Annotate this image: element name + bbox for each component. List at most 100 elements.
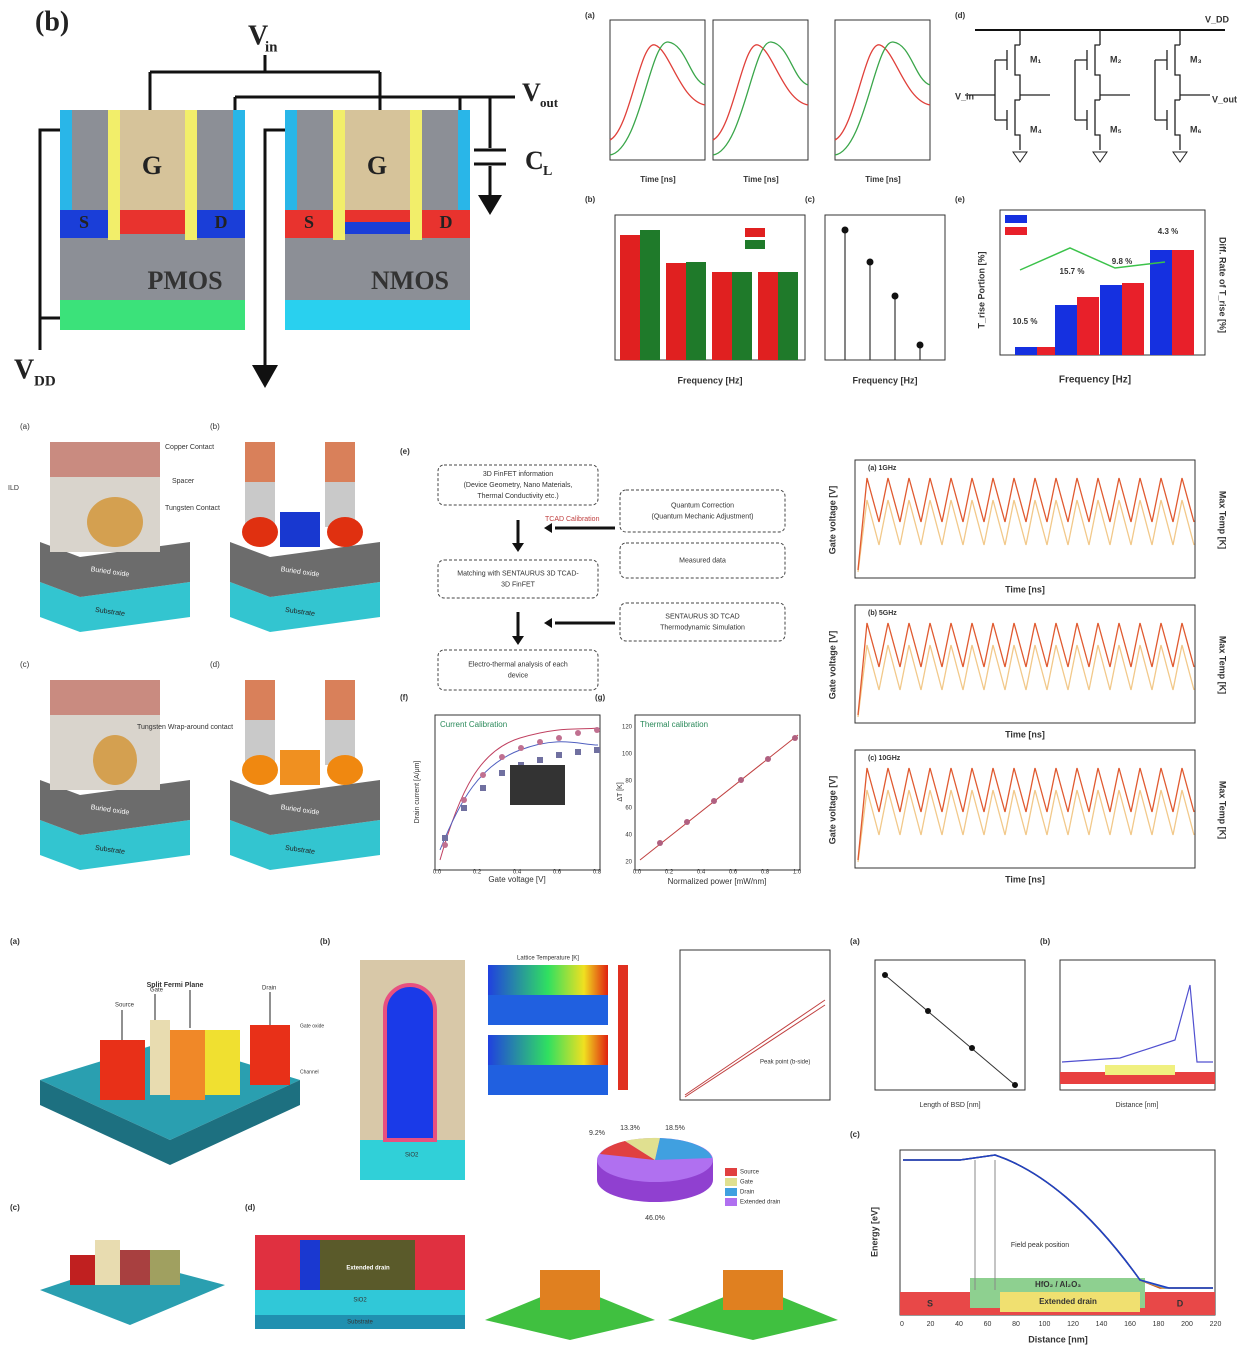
label: Gate voltage [V] — [488, 875, 545, 884]
label: 18.5% — [665, 1125, 685, 1132]
copper — [245, 680, 275, 720]
panel-label: (b) — [210, 422, 220, 431]
transistor-symbol — [994, 30, 1050, 150]
fit-line — [639, 734, 799, 861]
label: Normalized power [mW/nm] — [668, 877, 767, 886]
label: Substrate — [95, 607, 126, 618]
marker — [499, 754, 505, 760]
marker — [1012, 1082, 1018, 1088]
region-band — [1105, 1065, 1175, 1075]
panel-label: (c) — [20, 660, 30, 669]
label: Max Temp [K] — [1218, 781, 1228, 839]
temperature-curve — [857, 789, 1195, 863]
marker — [684, 819, 690, 825]
drain — [422, 210, 470, 238]
panel-label: (b) — [585, 195, 596, 204]
label: Extended drain — [346, 1266, 390, 1272]
fin-outline — [383, 983, 437, 1142]
pie-slice — [655, 1138, 712, 1160]
label: Energy [eV] — [869, 1207, 879, 1257]
marker — [738, 777, 744, 783]
fin — [93, 735, 137, 785]
marker — [537, 739, 543, 745]
wire — [38, 128, 62, 350]
thermal-map-base — [488, 1065, 608, 1095]
panel-label: (f) — [400, 693, 408, 702]
label: Peak point (b-side) — [760, 1060, 810, 1066]
temperature-curve — [857, 499, 1195, 573]
marker — [594, 727, 600, 733]
label: 0.2 — [473, 870, 482, 876]
curve — [609, 41, 706, 156]
buried-oxide — [40, 542, 190, 597]
copper — [245, 442, 275, 482]
flow-box — [437, 464, 599, 506]
panel-label: (b) — [1040, 937, 1051, 946]
stem-dot — [841, 226, 849, 234]
label: 100 — [622, 752, 633, 758]
legend-swatch — [725, 1168, 737, 1176]
flow-box — [619, 602, 786, 642]
extended-block — [150, 1250, 180, 1285]
label: Gate — [740, 1180, 754, 1186]
cross-d-sub — [255, 1315, 465, 1329]
bar — [640, 230, 660, 360]
label: M₂ — [1110, 54, 1122, 64]
label: 40 — [625, 833, 632, 839]
flow-box — [437, 649, 599, 691]
thermal-map — [488, 1035, 608, 1065]
label: Gate voltage [V] — [827, 486, 837, 555]
legend-swatch — [745, 240, 765, 249]
voltage-curve — [857, 477, 1195, 571]
bar — [1172, 250, 1194, 355]
bar — [712, 272, 732, 360]
label: 0.8 — [593, 870, 602, 876]
label: M₅ — [1110, 124, 1122, 134]
stem-dot — [916, 341, 924, 349]
source-block — [100, 1040, 145, 1100]
temperature-curve — [857, 644, 1195, 718]
legend-swatch — [725, 1178, 737, 1186]
panel-label: (a) — [850, 937, 860, 946]
ground-symbol — [1012, 151, 1028, 163]
label: Quantum Correction — [671, 502, 734, 509]
curve — [684, 999, 826, 1098]
label: V — [522, 78, 541, 107]
panel-label: (g) — [595, 693, 606, 702]
marker — [480, 772, 486, 778]
label: 160 — [1124, 1321, 1136, 1328]
well — [285, 300, 470, 330]
label: Gate oxide — [300, 1023, 324, 1029]
label: 80 — [1012, 1321, 1020, 1328]
label: Extended drain — [1039, 1297, 1097, 1306]
substrate — [230, 820, 380, 870]
cross-d-gate — [300, 1240, 320, 1290]
label: Diff. Rate of T_rise [%] — [1218, 237, 1228, 333]
label: Measured data — [679, 557, 726, 564]
bar — [1055, 305, 1077, 355]
thermal-map — [488, 965, 608, 995]
label: Spacer — [172, 478, 195, 485]
well — [60, 300, 245, 330]
label: Time [ns] — [1005, 729, 1045, 739]
spacer-edge — [458, 110, 470, 210]
bar — [1077, 297, 1099, 355]
label: C — [525, 146, 544, 175]
panel-label: (a) — [20, 422, 30, 431]
label: Drain current [A/μm] — [414, 761, 421, 824]
label: Source — [740, 1170, 760, 1176]
label: Frequency [Hz] — [677, 375, 742, 385]
marker — [575, 749, 581, 755]
label: Frequency [Hz] — [1059, 375, 1131, 386]
label: ILD — [8, 485, 19, 492]
label: 0.2 — [665, 870, 674, 876]
label: 0.0 — [433, 870, 442, 876]
panel-label: (e) — [400, 447, 410, 456]
label: Copper Contact — [165, 444, 214, 451]
label: SiO2 — [353, 1298, 367, 1304]
label: Electro-thermal analysis of each — [468, 661, 568, 668]
label: Source — [115, 1003, 135, 1009]
label: Extended drain — [740, 1200, 780, 1206]
panel-label: (c) — [805, 195, 815, 204]
panel-label: (c) — [850, 1130, 860, 1139]
